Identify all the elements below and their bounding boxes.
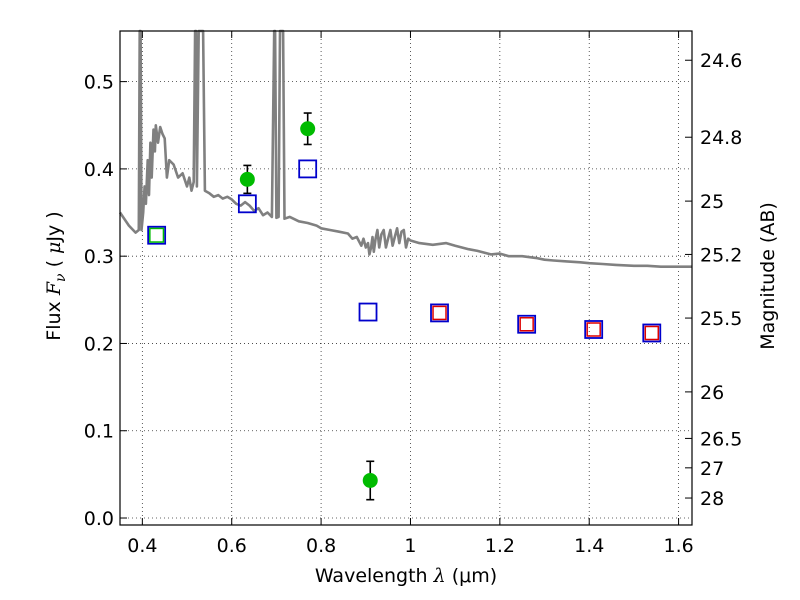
y2-tick-label: 27: [700, 458, 724, 480]
x-tick-label: 1.2: [485, 535, 515, 557]
data-point-square: [517, 314, 537, 334]
data-point-square: [519, 317, 534, 332]
plot-frame: [119, 30, 693, 526]
data-point-square: [298, 159, 318, 179]
model-spectrum: [118, 29, 692, 268]
data-point-square: [358, 302, 378, 322]
data-point-circle: [239, 171, 255, 187]
y2-tick-label: 24.6: [700, 50, 742, 72]
y2-axis-label: Magnitude (AB): [757, 202, 779, 350]
y2-tick-label: 24.8: [700, 127, 742, 149]
y-tick-label: 0.5: [84, 72, 114, 94]
x-tick-label: 1: [404, 535, 416, 557]
data-point-square: [644, 325, 660, 341]
data-point-square: [584, 320, 604, 339]
y2-tick-label: 25.2: [700, 244, 742, 266]
axis-ticks: 0.4 0.6 0.8 1 1.2 1.4 1.6 0.0 0.1 0.2 0.3 0.4 0.5 24.…: [84, 31, 742, 557]
y-tick-label: 0.0: [84, 508, 114, 530]
data-point-square: [642, 323, 662, 343]
y-axis-label: Flux Fν ( μJy ): [43, 211, 69, 340]
y2-tick-label: 25: [700, 191, 724, 213]
photometry-markers: [147, 112, 662, 501]
y-tick-label: 0.4: [84, 159, 114, 181]
y-tick-label: 0.1: [84, 421, 114, 443]
x-axis-label: Wavelength λ (μm): [315, 565, 497, 587]
data-point-square: [149, 227, 165, 243]
x-tick-label: 0.4: [127, 535, 157, 557]
y2-tick-label: 25.5: [700, 308, 742, 330]
y2-tick-label: 26: [700, 382, 724, 404]
data-point-square: [432, 305, 447, 321]
data-point-square: [430, 303, 449, 323]
y2-tick-label: 26.5: [700, 428, 742, 450]
y2-tick-label: 28: [700, 488, 724, 510]
data-point-circle: [300, 121, 316, 137]
x-tick-label: 1.4: [574, 535, 604, 557]
x-tick-label: 1.6: [663, 535, 693, 557]
data-point-circle: [362, 472, 378, 488]
spectrum-line: [118, 29, 692, 268]
grid-lines: [120, 31, 692, 525]
x-tick-label: 0.6: [217, 535, 247, 557]
data-point-square: [147, 225, 167, 245]
y-tick-label: 0.3: [84, 246, 114, 268]
x-tick-label: 0.8: [306, 535, 336, 557]
data-point-square: [586, 322, 601, 337]
y-tick-label: 0.2: [84, 333, 114, 355]
data-point-square: [237, 194, 257, 214]
